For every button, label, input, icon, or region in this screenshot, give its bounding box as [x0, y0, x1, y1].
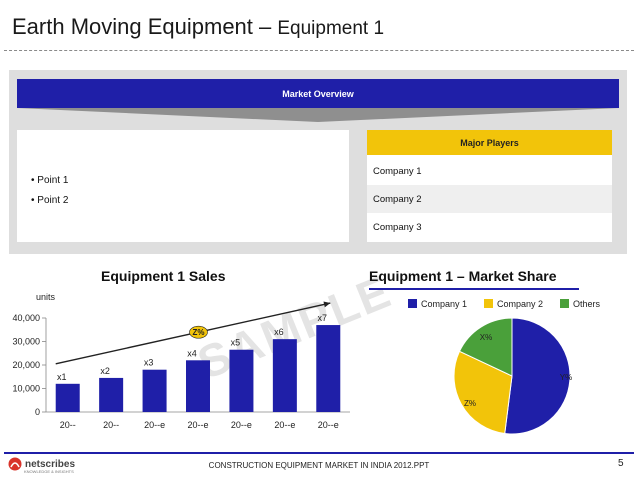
market-overview-banner: Market Overview: [17, 79, 619, 108]
y-tick-label: 10,000: [12, 384, 40, 394]
x-tick-label: 20--e: [144, 420, 165, 430]
player-row-3: Company 3: [367, 213, 612, 241]
legend-label: Company 1: [421, 299, 467, 309]
bar-data-label: x3: [144, 358, 154, 368]
bar-data-label: x2: [100, 366, 110, 376]
pie-slices: Y% Z% X%: [453, 317, 572, 435]
x-tick-label: 20--: [103, 420, 119, 430]
y-tick-label: 0: [35, 407, 40, 417]
bar: [55, 383, 80, 412]
pie-slice: [504, 317, 571, 435]
bar-data-label: x7: [318, 313, 328, 323]
legend-swatch: [484, 299, 493, 308]
trend-group: Z%: [55, 301, 331, 365]
y-tick-label: 30,000: [12, 337, 40, 347]
trend-badge: [189, 325, 208, 339]
pie-slice: [458, 317, 513, 377]
legend-label: Company 2: [497, 299, 543, 309]
y-axis-unit-label: units: [36, 292, 56, 302]
points-box: • Point 1 • Point 2: [17, 130, 349, 242]
bar: [272, 339, 297, 412]
title-sub: Equipment 1: [277, 18, 385, 39]
bar-data-label: x6: [274, 327, 284, 337]
trend-arrow-head: [323, 301, 331, 308]
pie-slice: [453, 350, 513, 435]
player-row-2: Company 2: [367, 185, 612, 213]
bar-data-label: x4: [187, 348, 197, 358]
bar: [229, 349, 254, 412]
slide-title: Earth Moving Equipment – Equipment 1: [12, 14, 384, 40]
title-main: Earth Moving Equipment: [12, 14, 253, 39]
legend-label: Others: [573, 299, 601, 309]
sales-bar-chart: units 0 10,000 20,000 30,000 40,000 x1 20-- x2…: [12, 292, 350, 430]
market-share-title-underline: [369, 288, 579, 290]
y-tick-label: 40,000: [12, 313, 40, 323]
major-players-header: Major Players: [367, 130, 612, 155]
netscribes-logo: netscribes KNOWLEDGE & INSIGHTS: [8, 457, 76, 474]
bar-data-label: x5: [231, 338, 241, 348]
pie-slice-label: Z%: [464, 399, 476, 408]
x-tick-label: 20--e: [274, 420, 295, 430]
y-tick-label: 20,000: [12, 360, 40, 370]
x-tick-label: 20--e: [231, 420, 252, 430]
x-tick-label: 20--e: [187, 420, 208, 430]
trend-label: Z%: [192, 328, 204, 337]
title-dash: –: [252, 14, 278, 39]
title-divider: [4, 50, 634, 51]
bar-data-label: x1: [57, 372, 67, 382]
footer-rule: [4, 452, 634, 454]
pie-slice-label: Y%: [560, 373, 572, 382]
x-tick-label: 20--e: [318, 420, 339, 430]
legend-swatch: [408, 299, 417, 308]
pie-legend: Company 1 Company 2 Others: [408, 299, 601, 309]
player-row-1: Company 1: [367, 157, 612, 185]
sales-chart-title: Equipment 1 Sales: [101, 268, 226, 284]
bar: [99, 377, 124, 412]
page-number: 5: [618, 458, 624, 469]
market-share-chart-title: Equipment 1 – Market Share: [369, 268, 557, 284]
bars-group: x1 20-- x2 20-- x3 20--e x4 20--e x5 20--e x6 20--e…: [55, 313, 341, 430]
major-players-table: Major Players Company 1 Company 2 Compan…: [367, 130, 612, 242]
market-share-pie-chart: Company 1 Company 2 Others Y% Z% X%: [408, 299, 601, 435]
logo-tagline: KNOWLEDGE & INSIGHTS: [24, 469, 74, 474]
point-1: • Point 1: [31, 175, 69, 186]
bar: [142, 369, 167, 412]
x-tick-label: 20--: [60, 420, 76, 430]
footer-text: CONSTRUCTION EQUIPMENT MARKET IN INDIA 2…: [208, 461, 430, 470]
bar: [186, 360, 210, 412]
point-2: • Point 2: [31, 195, 69, 206]
logo-mark-icon: [8, 457, 22, 471]
legend-swatch: [560, 299, 569, 308]
pie-slice-label: X%: [480, 333, 492, 342]
logo-wordmark: netscribes: [25, 458, 76, 470]
bar: [316, 325, 341, 412]
